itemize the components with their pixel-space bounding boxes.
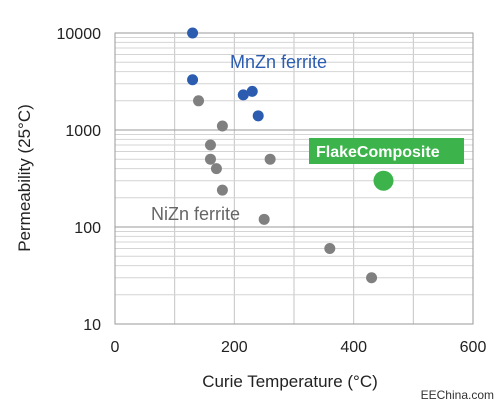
watermark: EEChina.com — [421, 388, 494, 402]
data-point-mnzn-ferrite — [237, 89, 249, 101]
data-point-mnzn-ferrite — [246, 85, 258, 97]
data-point-nizn-ferrite — [204, 153, 216, 165]
grid — [115, 32, 473, 325]
y-tick-label: 10 — [83, 317, 101, 334]
flake-composite-label: FlakeComposite — [316, 144, 440, 161]
flake-composite-badge-bg — [309, 138, 464, 164]
x-tick-label: 0 — [111, 339, 120, 356]
data-point-nizn-ferrite — [216, 120, 228, 132]
data-point-nizn-ferrite — [210, 163, 222, 175]
x-axis-title: Curie Temperature (°C) — [202, 372, 378, 391]
nizn-label: NiZn ferrite — [151, 204, 240, 224]
data-point-nizn-ferrite — [324, 243, 336, 255]
data-point-nizn-ferrite — [366, 272, 378, 284]
data-point-flakecomposite — [373, 170, 394, 191]
x-tick-label: 200 — [221, 339, 248, 356]
data-point-mnzn-ferrite — [187, 74, 199, 86]
data-point-nizn-ferrite — [264, 153, 276, 165]
data-point-mnzn-ferrite — [187, 27, 199, 39]
flake-composite-badge: FlakeComposite — [309, 138, 464, 164]
y-tick-label: 1000 — [65, 123, 101, 140]
mnzn-label: MnZn ferrite — [230, 52, 327, 72]
data-points — [187, 27, 394, 284]
y-tick-label: 100 — [74, 220, 101, 237]
data-point-nizn-ferrite — [216, 184, 228, 196]
y-axis-title: Permeability (25°C) — [15, 104, 34, 252]
data-point-mnzn-ferrite — [252, 110, 264, 122]
tick-labels: 10 100 1000 10000 0 200 400 600 — [57, 26, 487, 356]
data-point-nizn-ferrite — [258, 213, 270, 225]
data-point-nizn-ferrite — [204, 139, 216, 151]
x-tick-label: 400 — [340, 339, 367, 356]
data-point-nizn-ferrite — [193, 95, 205, 107]
y-tick-label: 10000 — [57, 26, 102, 43]
plot-frame — [114, 32, 474, 325]
x-tick-label: 600 — [460, 339, 487, 356]
